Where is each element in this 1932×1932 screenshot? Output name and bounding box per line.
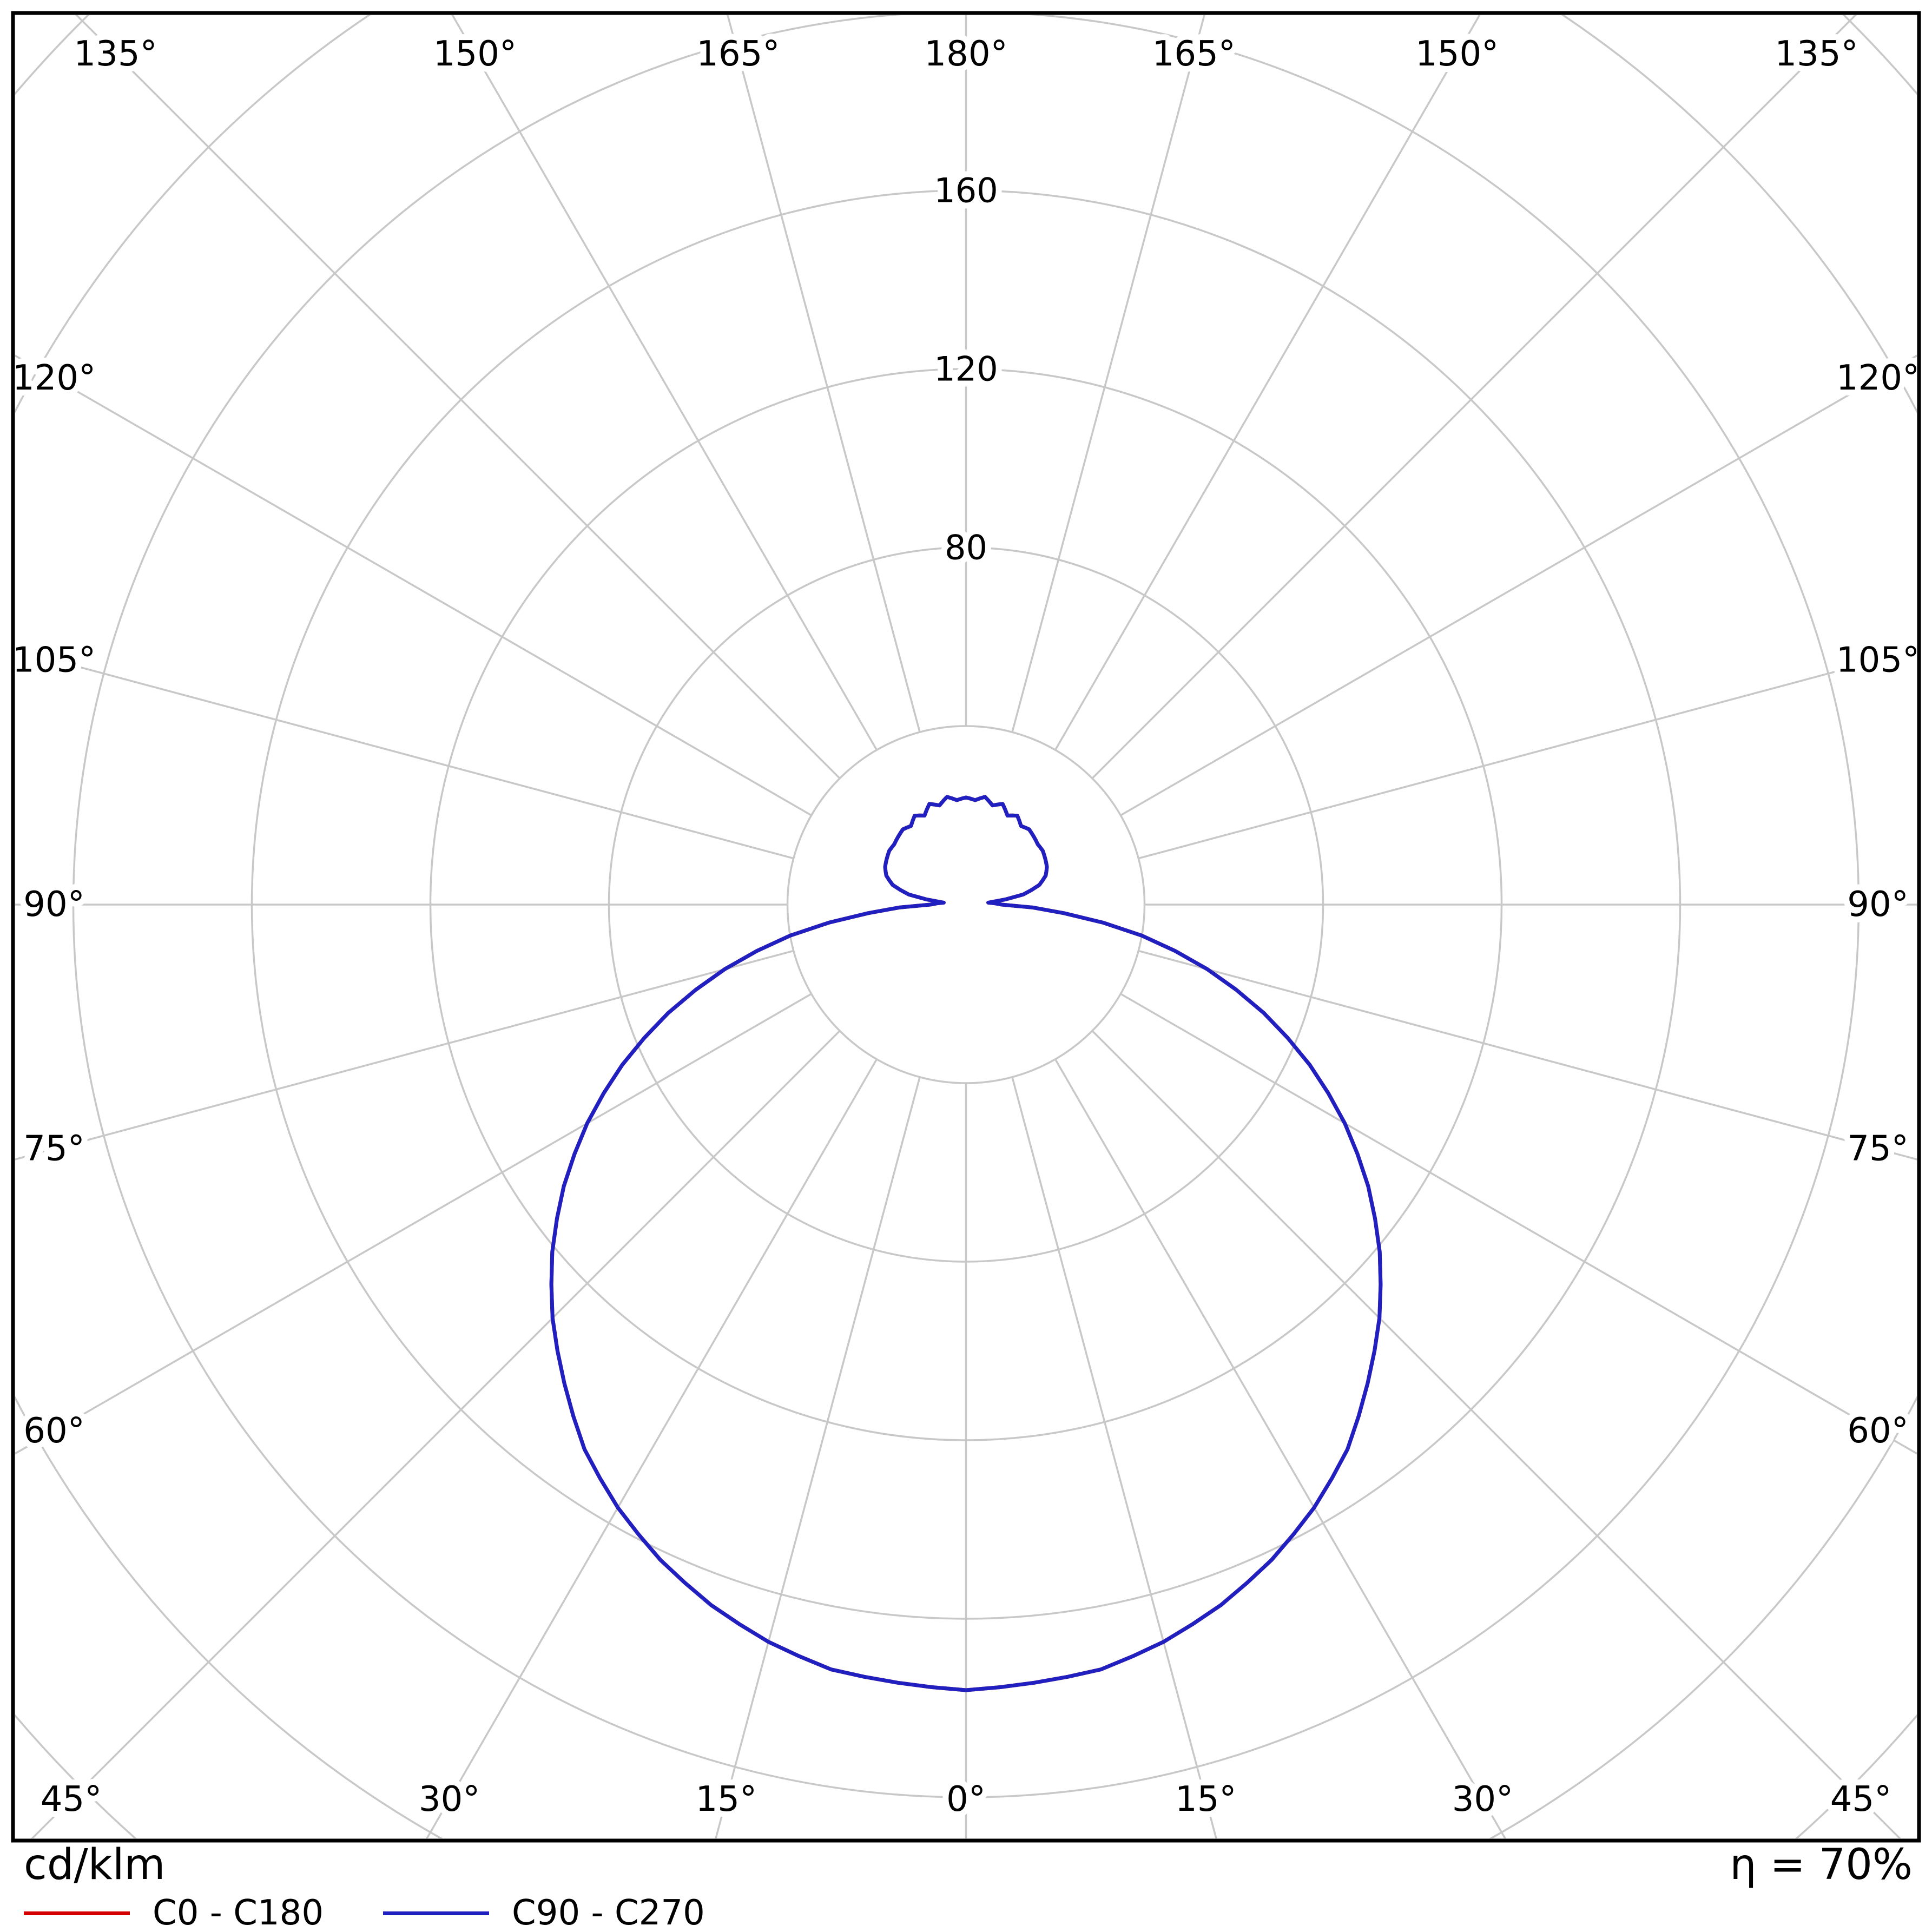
angle-label-30: 30° bbox=[1452, 1779, 1513, 1819]
angle-label-135: 135° bbox=[1775, 34, 1858, 74]
legend-label-c0-c180: C0 - C180 bbox=[153, 1893, 324, 1932]
angle-label-180: 180° bbox=[924, 34, 1007, 74]
grid-radial-30 bbox=[425, 1058, 878, 1838]
angle-label-15: 15° bbox=[1175, 1779, 1236, 1819]
grid-radial-30 bbox=[1054, 1058, 1507, 1838]
grid-radial-120 bbox=[15, 354, 812, 816]
grid-radial-75 bbox=[15, 949, 794, 1160]
grid-radial-135 bbox=[75, 15, 841, 779]
grid-radial-165 bbox=[727, 15, 921, 733]
grid-radial-105 bbox=[15, 649, 794, 860]
angle-label-150: 150° bbox=[1415, 34, 1499, 74]
angle-label-165: 165° bbox=[1152, 34, 1236, 74]
ring-label-120: 120 bbox=[934, 350, 998, 389]
legend: C0 - C180 C90 - C270 bbox=[16, 1896, 1916, 1930]
grid-radial-105 bbox=[1138, 649, 1917, 860]
chart-footer: cd/klm η = 70% C0 - C180 C90 - C270 bbox=[16, 1844, 1916, 1930]
angle-labels: 0° 15° 15° 30° 30° 45° 45° 60° 60° 75° 75° 90° 90° 10… bbox=[6, 28, 1926, 1825]
angle-label-15: 15° bbox=[696, 1779, 757, 1819]
angle-label-105: 105° bbox=[12, 640, 96, 680]
angle-label-30: 30° bbox=[419, 1779, 480, 1819]
ring-label-160: 160 bbox=[934, 171, 998, 210]
angle-label-45: 45° bbox=[41, 1779, 102, 1819]
angle-label-135: 135° bbox=[74, 34, 157, 74]
angle-label-0: 0° bbox=[946, 1779, 986, 1819]
angle-label-150: 150° bbox=[433, 34, 517, 74]
grid-radial-45 bbox=[1091, 1030, 1901, 1838]
grid-radial-15 bbox=[1011, 1077, 1217, 1838]
legend-swatch-c90-c270-icon bbox=[383, 1911, 490, 1915]
efficiency-label: η = 70% bbox=[1730, 1841, 1913, 1889]
grid-radial-120 bbox=[1120, 354, 1917, 816]
grid-radial-135 bbox=[1091, 15, 1857, 779]
angle-label-90: 90° bbox=[1847, 885, 1908, 925]
angle-label-75: 75° bbox=[1847, 1129, 1908, 1169]
ring-label-80: 80 bbox=[945, 528, 987, 568]
angle-label-75: 75° bbox=[23, 1129, 84, 1169]
chart-frame-border bbox=[11, 11, 1921, 1843]
grid-radial-150 bbox=[451, 15, 878, 751]
angle-label-60: 60° bbox=[23, 1411, 84, 1451]
legend-entry-c0-c180: C0 - C180 bbox=[24, 1896, 324, 1930]
series-curve-c90-c270 bbox=[549, 795, 1383, 1692]
grid-radial-75 bbox=[1138, 949, 1917, 1160]
grid-radial-15 bbox=[715, 1077, 921, 1838]
legend-swatch-c0-c180-icon bbox=[24, 1911, 130, 1915]
footer-row-units: cd/klm η = 70% bbox=[16, 1844, 1916, 1886]
angle-label-120: 120° bbox=[12, 358, 96, 398]
grid-radial-60 bbox=[1120, 993, 1917, 1455]
legend-label-c90-c270: C90 - C270 bbox=[512, 1893, 705, 1932]
grid-ring-40 bbox=[786, 725, 1146, 1084]
units-label: cd/klm bbox=[24, 1841, 166, 1889]
grid-radial-45 bbox=[31, 1030, 841, 1838]
angle-label-45: 45° bbox=[1830, 1779, 1891, 1819]
angle-label-60: 60° bbox=[1847, 1411, 1908, 1451]
angle-label-90: 90° bbox=[23, 885, 84, 925]
grid-radial-165 bbox=[1011, 15, 1205, 733]
angle-label-120: 120° bbox=[1836, 358, 1920, 398]
angle-label-105: 105° bbox=[1836, 640, 1920, 680]
grid-radial-150 bbox=[1054, 15, 1481, 751]
grid-radial-60 bbox=[15, 993, 812, 1455]
legend-entry-c90-c270: C90 - C270 bbox=[383, 1896, 705, 1930]
angle-label-165: 165° bbox=[696, 34, 780, 74]
